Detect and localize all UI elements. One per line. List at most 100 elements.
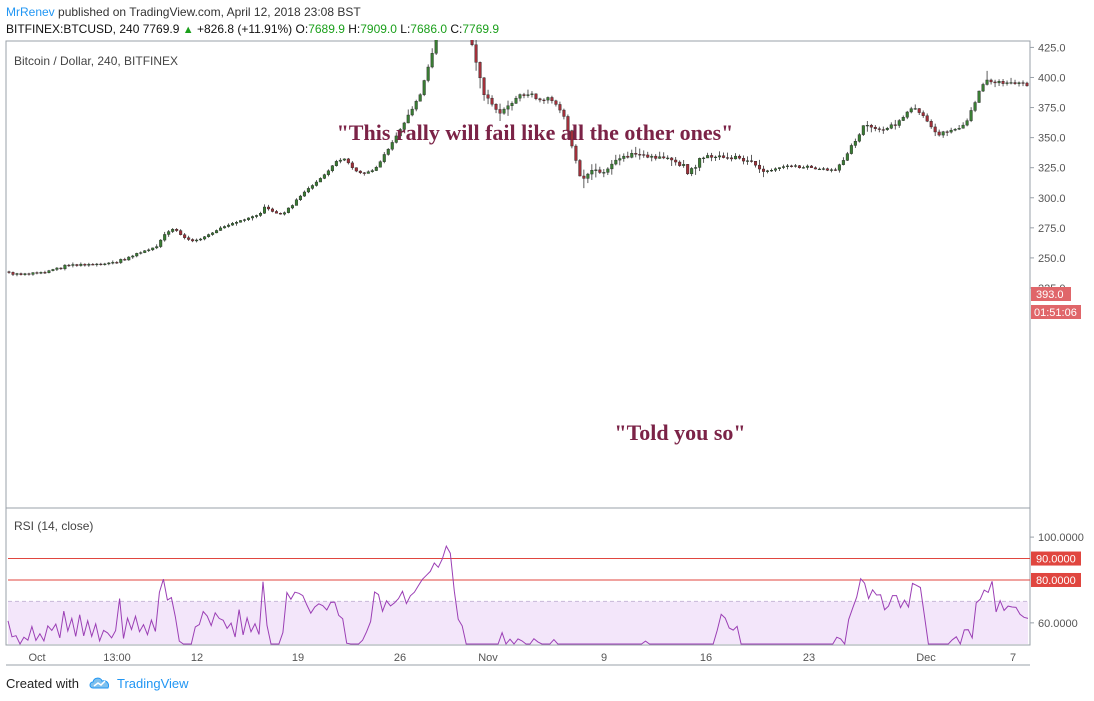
candle <box>470 40 474 47</box>
candle-body <box>849 145 853 154</box>
tradingview-cloud-icon[interactable] <box>88 675 112 691</box>
candle <box>239 220 243 223</box>
candle <box>985 70 989 86</box>
candle <box>410 106 414 117</box>
candle <box>662 152 666 160</box>
candle-body <box>75 264 79 266</box>
candle-body <box>734 155 738 160</box>
candle <box>594 163 598 178</box>
candle-body <box>59 267 63 270</box>
candle-body <box>530 93 534 95</box>
symbol-prefix: BITFINEX:BTCUSD, 240 7769.9 <box>6 22 180 36</box>
candle <box>286 207 290 214</box>
candle <box>19 272 23 276</box>
rsi-level-tag <box>1031 551 1081 566</box>
time-tick-label: 13:00 <box>103 652 131 664</box>
price-axis[interactable]: 225.0250.0275.0300.0325.0350.0375.0400.0… <box>1030 42 1066 295</box>
candle <box>626 151 630 159</box>
rsi-series: 90.0000 80.0000 <box>7 544 1081 646</box>
author-link[interactable]: MrRenev <box>6 5 55 19</box>
candle <box>127 256 131 261</box>
rsi-level-tag <box>1031 572 1081 587</box>
candle-body <box>973 102 977 111</box>
candle <box>195 238 199 243</box>
candle <box>243 218 247 223</box>
candle <box>35 271 39 275</box>
candle <box>738 154 742 160</box>
candle-body <box>869 125 873 128</box>
candle <box>223 225 227 229</box>
candle <box>917 108 921 116</box>
rsi-axis[interactable]: 60.0000 100.0000 <box>1030 532 1084 630</box>
candle-body <box>610 163 614 170</box>
candle-body <box>306 188 310 193</box>
candle <box>766 169 770 174</box>
candle <box>670 156 674 167</box>
candle-body <box>243 219 247 221</box>
candle-body <box>793 165 797 167</box>
candle <box>614 154 618 166</box>
candle-body <box>781 166 785 168</box>
high-label: H: <box>348 22 361 36</box>
candle <box>402 121 406 131</box>
candle <box>889 122 893 130</box>
candle <box>758 159 762 173</box>
candle <box>754 160 758 168</box>
candle-body <box>582 175 586 179</box>
candle <box>422 79 426 97</box>
candle <box>650 153 654 162</box>
candle <box>63 264 67 271</box>
candle <box>75 263 79 267</box>
candle-body <box>255 215 259 217</box>
candle-body <box>554 100 558 105</box>
close-value: 7769.9 <box>462 22 500 36</box>
candle-body <box>374 167 378 171</box>
candle <box>183 233 187 240</box>
candle <box>929 119 933 129</box>
candle-body <box>985 79 989 85</box>
time-tick-label: 26 <box>394 652 406 664</box>
candle <box>426 64 430 83</box>
candle-body <box>35 272 39 274</box>
price-tick-label: 400.0 <box>1038 72 1066 84</box>
candle-body <box>897 120 901 126</box>
candle <box>590 164 594 180</box>
candle-body <box>614 159 618 165</box>
candle-body <box>23 273 27 275</box>
candle <box>973 100 977 113</box>
candle-body <box>750 160 754 162</box>
candle-body <box>686 164 690 175</box>
up-triangle-icon: ▲ <box>182 24 194 36</box>
rsi-level-label: 90.0000 <box>1036 554 1076 566</box>
candle-body <box>658 156 662 159</box>
candle-body <box>39 272 43 274</box>
candle-body <box>578 160 582 177</box>
candle <box>598 166 602 174</box>
candle-body <box>706 155 710 159</box>
candle-body <box>215 230 219 234</box>
candle-body <box>801 167 805 169</box>
price-tick-label: 350.0 <box>1038 133 1066 145</box>
candle <box>119 258 123 264</box>
candle-body <box>590 170 594 175</box>
candle-body <box>742 157 746 162</box>
candle-body <box>873 126 877 129</box>
candle <box>302 190 306 197</box>
tradingview-link[interactable]: TradingView <box>117 676 189 691</box>
candle <box>534 93 538 101</box>
candle <box>386 148 390 156</box>
candle <box>897 119 901 128</box>
candle-body <box>155 246 159 249</box>
candle-body <box>929 121 933 128</box>
candle-body <box>191 239 195 242</box>
candle-body <box>949 129 953 133</box>
chart-area[interactable]: Bitcoin / Dollar, 240, BITFINEX RSI (14,… <box>0 40 1094 666</box>
candle-body <box>510 103 514 106</box>
time-axis[interactable]: Oct 13:00 12 19 26 Nov 9 16 23 Dec 7 <box>28 652 1016 664</box>
candle-body <box>51 269 55 271</box>
candle <box>845 151 849 161</box>
candle <box>39 271 43 275</box>
rsi-line <box>7 544 1029 646</box>
candle <box>630 149 634 159</box>
candle-body <box>278 213 282 215</box>
